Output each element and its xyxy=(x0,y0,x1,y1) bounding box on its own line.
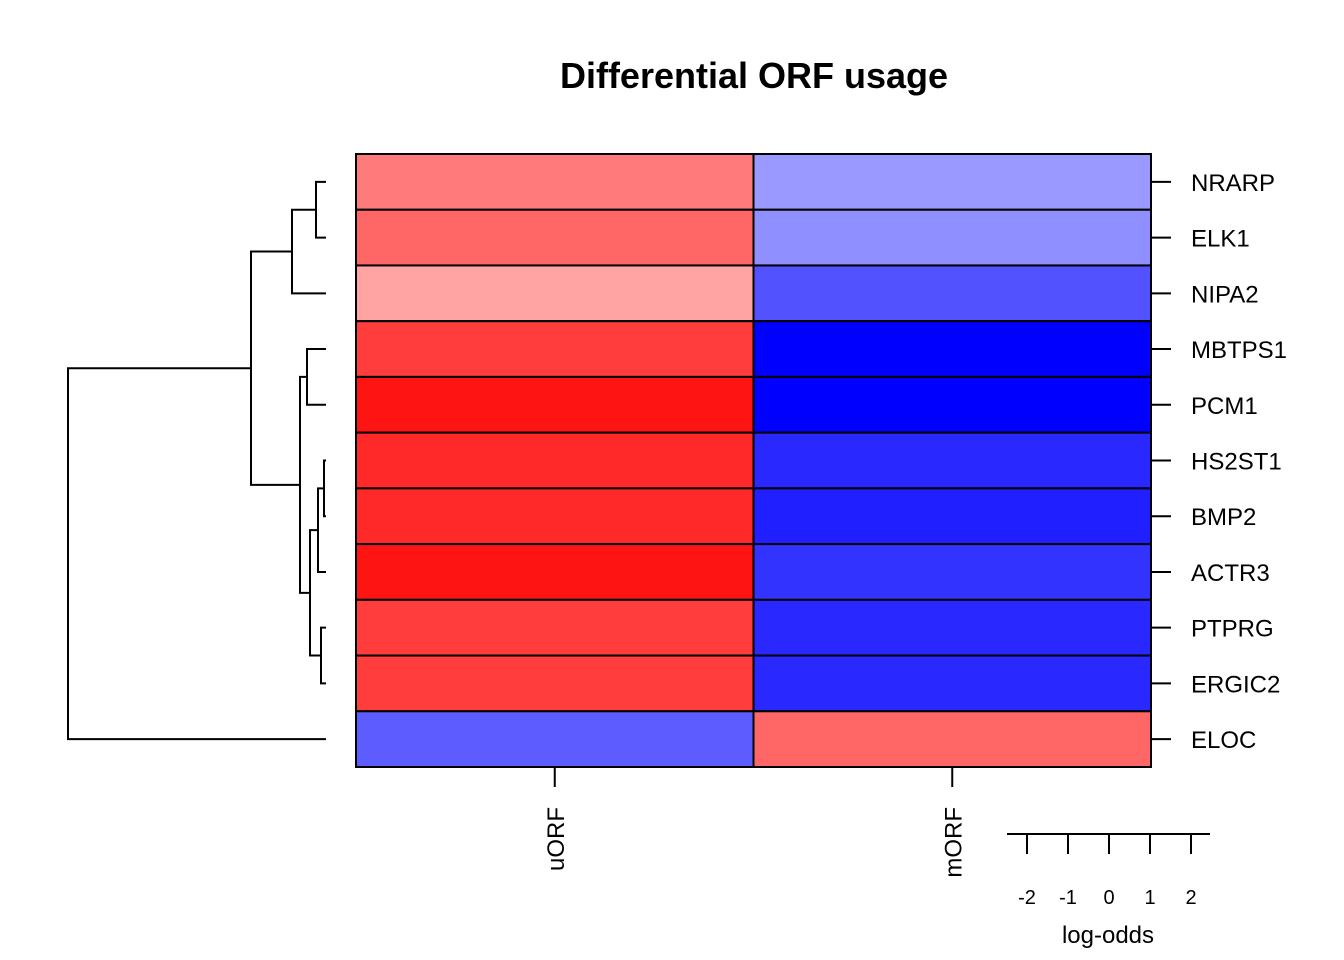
heatmap-cell-ergic2-uorf xyxy=(355,654,755,713)
dendrogram-branch xyxy=(315,180,326,239)
column-label-uorf: uORF xyxy=(543,807,570,871)
heatmap-cell-eloc-uorf xyxy=(355,710,755,768)
dendrogram-branch xyxy=(309,529,321,657)
color-legend: -2 -1 0 1 2 log-odds xyxy=(1007,833,1210,949)
dendrogram-branch xyxy=(323,459,326,518)
dendrogram-branch xyxy=(299,375,310,594)
row-label-bmp2: BMP2 xyxy=(1191,504,1256,531)
legend-tick-label: -1 xyxy=(1059,887,1077,909)
legend-tick-label: 1 xyxy=(1144,887,1155,909)
row-label-elk1: ELK1 xyxy=(1191,226,1250,253)
heatmap-cell-elk1-morf xyxy=(752,208,1152,267)
column-axis: uORF mORF xyxy=(543,767,967,878)
row-label-actr3: ACTR3 xyxy=(1191,560,1270,587)
heatmap-cell-pcm1-uorf xyxy=(355,375,755,434)
legend-title: log-odds xyxy=(1062,922,1154,949)
chart-title: Differential ORF usage xyxy=(560,55,948,96)
heatmap-cell-hs2st1-uorf xyxy=(355,431,755,490)
heatmap-cell-mbtps1-morf xyxy=(752,320,1152,378)
row-label-eloc: ELOC xyxy=(1191,727,1256,754)
heatmap-cell-bmp2-morf xyxy=(752,487,1152,546)
heatmap-cell-pcm1-morf xyxy=(752,375,1152,434)
row-label-mbtps1: MBTPS1 xyxy=(1191,337,1287,364)
row-label-pcm1: PCM1 xyxy=(1191,393,1258,420)
row-label-nipa2: NIPA2 xyxy=(1191,281,1259,308)
row-label-ergic2: ERGIC2 xyxy=(1191,671,1280,698)
dendrogram-branch xyxy=(306,348,326,406)
heatmap-cells xyxy=(355,153,1152,768)
dendrogram-branch xyxy=(67,367,326,741)
heatmap-cell-actr3-morf xyxy=(752,543,1152,601)
heatmap-cell-ptprg-uorf xyxy=(355,598,755,657)
heatmap-cell-ergic2-morf xyxy=(752,654,1152,713)
row-label-nrarp: NRARP xyxy=(1191,170,1275,197)
heatmap-cell-actr3-uorf xyxy=(355,543,755,601)
heatmap-cell-ptprg-morf xyxy=(752,598,1152,657)
heatmap-cell-elk1-uorf xyxy=(355,208,755,267)
dendrogram-branch xyxy=(320,626,326,685)
heatmap-cell-eloc-morf xyxy=(752,710,1152,768)
dendrogram-branch xyxy=(291,208,326,295)
heatmap-cell-mbtps1-uorf xyxy=(355,320,755,378)
row-label-hs2st1: HS2ST1 xyxy=(1191,449,1282,476)
heatmap-cell-hs2st1-morf xyxy=(752,431,1152,490)
heatmap-cell-nipa2-morf xyxy=(752,264,1152,323)
row-dendrogram xyxy=(67,180,326,741)
row-label-ptprg: PTPRG xyxy=(1191,616,1274,643)
legend-tick-label: -2 xyxy=(1018,887,1036,909)
heatmap-cell-nipa2-uorf xyxy=(355,264,755,323)
heatmap-cell-nrarp-morf xyxy=(752,153,1152,211)
legend-tick-label: 0 xyxy=(1103,887,1114,909)
legend-tick-label: 2 xyxy=(1185,887,1196,909)
column-label-morf: mORF xyxy=(940,807,967,878)
heatmap-cell-nrarp-uorf xyxy=(355,153,755,211)
heatmap-cell-bmp2-uorf xyxy=(355,487,755,546)
row-axis: NRARP ELK1 NIPA2 MBTPS1 PCM1 HS2ST1 BMP2 ACTR3 P… xyxy=(1151,170,1287,754)
